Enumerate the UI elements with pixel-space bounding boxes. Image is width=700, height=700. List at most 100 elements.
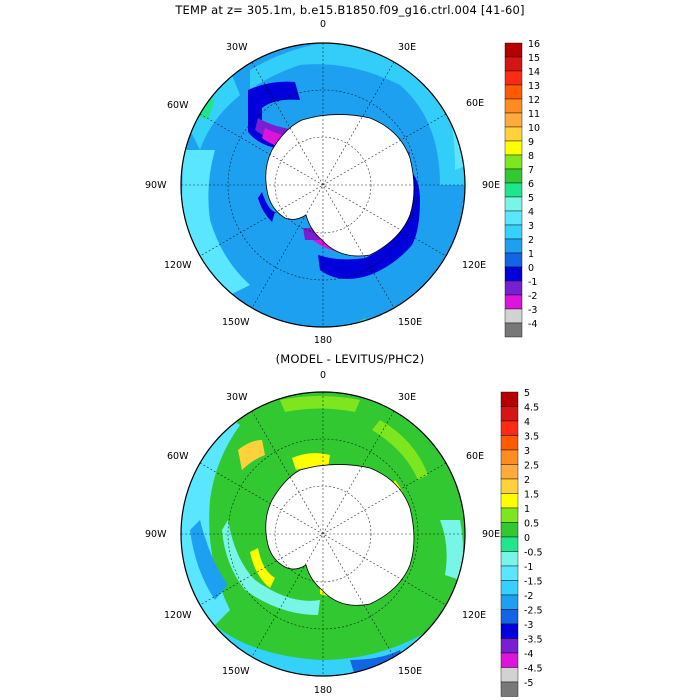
colorbar-tick-label: -3 [528,305,537,316]
colorbar-tick-label: 15 [528,53,540,64]
colorbar-swatch [504,168,523,184]
top-lon-label: 30W [226,42,248,53]
colorbar-swatch [504,140,523,156]
colorbar-swatch [504,210,523,226]
bottom-lon-label: 150W [222,666,250,677]
colorbar-tick-label: -1 [524,562,533,573]
top-lon-label: 150W [222,317,250,328]
bottom-lon-label: 60E [466,451,484,462]
bottom-lon-label: 90W [145,529,167,540]
colorbar-swatch [500,536,519,552]
colorbar-tick-label: 10 [528,123,540,134]
colorbar-tick-label: 11 [528,109,540,120]
top-lon-label: 0 [320,19,326,30]
colorbar-swatch [504,70,523,86]
top-lon-label: 30E [398,42,416,53]
bottom-lon-label: 90E [482,529,500,540]
colorbar-swatch [500,420,519,436]
colorbar-swatch [500,580,519,596]
top-polar-map: 0 30E 60E 90E 120E 150E 180 150W 120W 90… [145,19,500,346]
colorbar-swatch [504,126,523,142]
bottom-map-title: (MODEL - LEVITUS/PHC2) [275,352,425,366]
colorbar-tick-label: 4 [528,207,534,218]
colorbar-swatch [500,565,519,581]
colorbar-tick-label: 3.5 [524,432,539,443]
colorbar-swatch [500,435,519,451]
colorbar-swatch [504,182,523,198]
colorbar-swatch [500,522,519,538]
colorbar-swatch [504,224,523,240]
colorbar-tick-label: 4 [524,417,530,428]
colorbar-swatch [500,464,519,480]
colorbar-swatch [500,478,519,494]
top-lon-label: 120W [164,260,192,271]
bottom-colorbar: 5 4.5 4 3.5 3 2.5 2 1.5 1 0.5 0 -0.5 -1 -1.5 -2 -2.5 -3 -… [500,388,543,697]
top-map-title: TEMP at z= 305.1m, b.e15.B1850.f09_g16.c… [175,3,525,17]
colorbar-tick-label: 0 [524,533,530,544]
colorbar-tick-label: -5 [524,678,533,689]
bottom-lon-label: 120E [462,610,486,621]
top-lon-label: 90E [482,180,500,191]
top-lon-label: 180 [314,335,332,346]
bottom-lon-label: 30W [226,392,248,403]
colorbar-tick-label: -3 [524,620,533,631]
colorbar-tick-label: 8 [528,151,534,162]
colorbar-swatch [504,252,523,268]
colorbar-tick-label: 6 [528,179,534,190]
colorbar-swatch [504,238,523,254]
colorbar-swatch [500,449,519,465]
colorbar-tick-label: 0 [528,263,534,274]
colorbar-swatch [504,308,523,324]
colorbar-swatch [504,84,523,100]
colorbar-tick-label: 7 [528,165,534,176]
top-map-boundary [180,42,466,328]
bottom-lon-label: 120W [164,610,192,621]
colorbar-swatch [504,196,523,212]
colorbar-tick-label: 2.5 [524,461,539,472]
colorbar-tick-label: -2.5 [524,606,543,617]
colorbar-swatch [504,98,523,114]
bottom-lon-label: 180 [314,685,332,696]
bottom-lon-label: 60W [167,451,189,462]
colorbar-tick-label: 1.5 [524,490,539,501]
colorbar-tick-label: 5 [524,388,530,399]
colorbar-tick-label: 0.5 [524,519,539,530]
bottom-lon-label: 150E [398,666,422,677]
colorbar-swatch [504,42,523,58]
colorbar-swatch [504,112,523,128]
colorbar-swatch [500,406,519,422]
top-lon-label: 60E [466,98,484,109]
colorbar-tick-label: 13 [528,81,540,92]
bottom-lon-label: 0 [320,370,326,381]
colorbar-swatch [504,56,523,72]
colorbar-swatch [504,280,523,296]
top-lon-label: 60W [167,100,189,111]
colorbar-tick-label: 1 [524,504,530,515]
colorbar-tick-label: 2 [524,475,530,486]
colorbar-tick-label: -1 [528,277,537,288]
colorbar-swatch [504,294,523,310]
colorbar-tick-label: -2 [524,591,533,602]
colorbar-swatch [504,266,523,282]
colorbar-swatch [500,652,519,668]
colorbar-tick-label: 1 [528,249,534,260]
colorbar-tick-label: 2 [528,235,534,246]
colorbar-tick-label: 4.5 [524,403,539,414]
colorbar-tick-label: 3 [528,221,534,232]
bottom-antarctica-landmass [265,464,415,606]
bottom-polar-map: 0 30E 60E 90E 120E 150E 180 150W 120W 90… [145,370,500,696]
top-lon-label: 150E [398,317,422,328]
colorbar-swatch [500,681,519,697]
colorbar-tick-label: -0.5 [524,548,543,559]
colorbar-swatch [500,594,519,610]
colorbar-swatch [500,638,519,654]
colorbar-tick-label: 12 [528,95,540,106]
colorbar-tick-label: 14 [528,67,540,78]
bottom-map-boundary [180,391,466,677]
colorbar-tick-label: -1.5 [524,577,543,588]
colorbar-swatch [504,154,523,170]
colorbar-swatch [500,609,519,625]
colorbar-tick-label: -4.5 [524,664,543,675]
colorbar-tick-label: 16 [528,39,540,50]
